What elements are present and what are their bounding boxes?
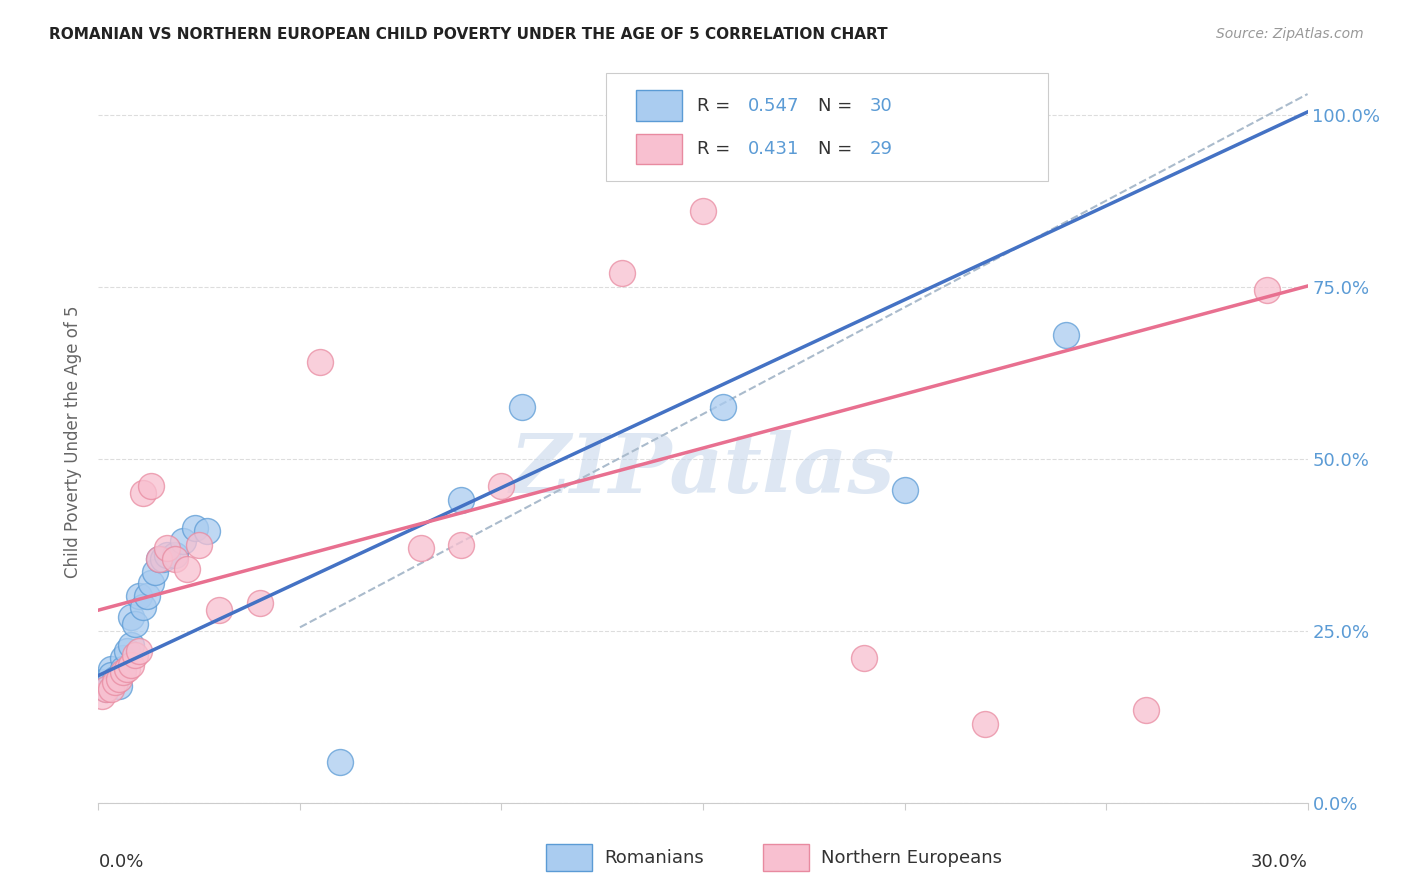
Point [139,575,162,590]
Point [163,548,186,562]
Point [974,716,997,731]
Text: ZIPatlas: ZIPatlas [510,431,896,510]
Text: R =: R = [697,140,735,158]
Text: Source: ZipAtlas.com: Source: ZipAtlas.com [1216,27,1364,41]
Point [510,400,533,414]
Point [100,662,122,676]
Y-axis label: Child Poverty Under the Age of 5: Child Poverty Under the Age of 5 [65,305,83,578]
Point [172,534,194,549]
Point [107,679,129,693]
Text: N =: N = [818,96,858,114]
Point [128,590,150,604]
FancyBboxPatch shape [637,134,682,164]
Point [188,538,211,552]
Point [152,551,174,566]
Point [143,566,166,580]
Text: N =: N = [818,140,858,158]
Point [132,599,155,614]
Point [156,548,179,562]
Point [96,682,118,697]
Point [893,483,915,497]
Point [132,486,155,500]
Point [96,682,118,697]
Point [176,562,198,576]
Point [156,541,179,556]
Point [148,551,170,566]
Point [148,551,170,566]
FancyBboxPatch shape [606,73,1047,181]
Text: 30: 30 [870,96,893,114]
Point [91,689,114,703]
Point [135,590,157,604]
Point [711,400,734,414]
Point [120,638,142,652]
Point [100,682,122,697]
FancyBboxPatch shape [546,844,592,871]
Point [128,644,150,658]
Point [612,266,634,280]
Point [103,672,125,686]
Point [111,662,134,676]
Point [91,675,114,690]
Point [100,668,122,682]
Point [195,524,218,538]
Text: 30.0%: 30.0% [1251,854,1308,871]
Point [491,479,513,493]
Text: R =: R = [697,96,735,114]
Text: ROMANIAN VS NORTHERN EUROPEAN CHILD POVERTY UNDER THE AGE OF 5 CORRELATION CHART: ROMANIAN VS NORTHERN EUROPEAN CHILD POVE… [49,27,887,42]
Point [103,675,125,690]
Point [107,672,129,686]
Point [309,355,332,369]
Point [111,665,134,679]
Point [1256,283,1278,297]
Point [163,551,186,566]
Point [139,479,162,493]
Point [853,651,876,665]
Point [450,493,472,508]
Point [692,204,714,219]
Point [208,603,231,617]
Text: 29: 29 [870,140,893,158]
Point [120,658,142,673]
Text: 0.0%: 0.0% [98,854,143,871]
Text: 0.547: 0.547 [748,96,799,114]
Text: Romanians: Romanians [603,848,703,867]
Point [124,616,146,631]
Point [1054,327,1077,342]
Point [120,610,142,624]
Point [329,755,352,769]
Point [249,596,271,610]
Text: Northern Europeans: Northern Europeans [821,848,1002,867]
Point [184,520,207,534]
Point [409,541,432,556]
Point [1135,703,1157,717]
Point [115,644,138,658]
FancyBboxPatch shape [763,844,810,871]
FancyBboxPatch shape [637,90,682,120]
Point [450,538,472,552]
Point [115,662,138,676]
Point [111,651,134,665]
Text: 0.431: 0.431 [748,140,799,158]
Point [124,648,146,662]
